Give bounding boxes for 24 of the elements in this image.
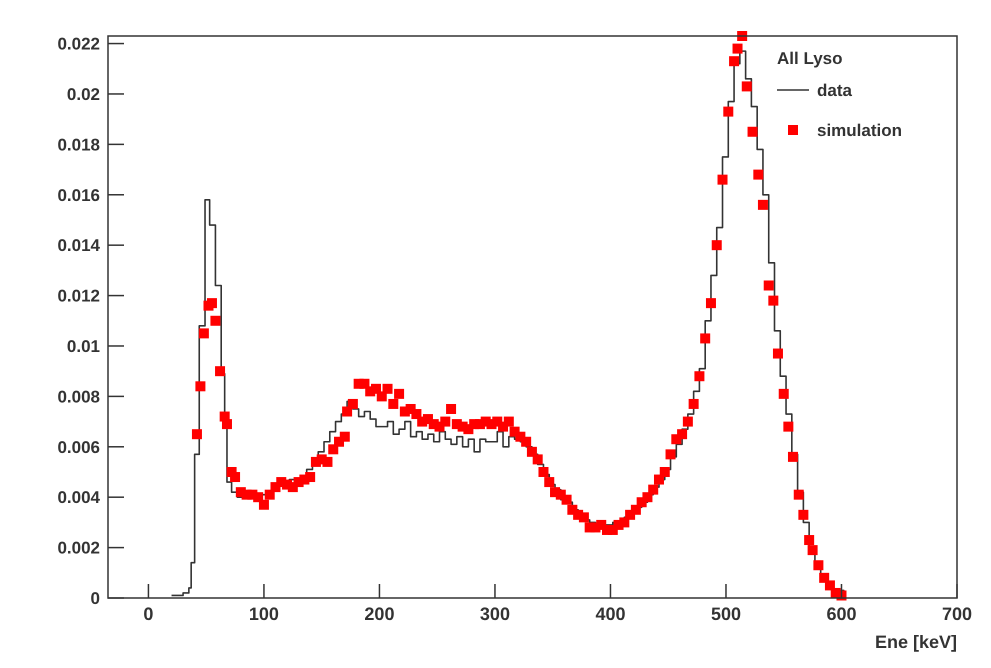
y-tick-label: 0.01: [66, 336, 100, 356]
y-tick-label: 0.014: [57, 236, 101, 256]
y-tick-label: 0.02: [66, 84, 100, 104]
y-tick-label: 0.018: [57, 135, 100, 154]
y-tick-label: 0.022: [57, 34, 100, 54]
y-tick-label: 0.006: [57, 438, 100, 457]
legend-label: data: [817, 81, 852, 100]
y-tick-label: 0: [90, 589, 100, 608]
x-tick-label: 400: [595, 604, 626, 624]
y-tick-label: 0.016: [57, 186, 100, 205]
x-tick-label: 0: [143, 604, 154, 624]
y-tick-label: 0.002: [57, 538, 100, 558]
x-tick-label: 300: [480, 604, 510, 624]
x-tick-label: 200: [364, 604, 394, 624]
x-tick-label: 600: [826, 604, 857, 624]
x-tick-label: 700: [942, 604, 972, 624]
y-tick-label: 0.004: [57, 488, 101, 508]
x-tick-label: 100: [248, 604, 279, 624]
x-tick-label: 500: [710, 604, 742, 624]
legend-title: All Lyso: [777, 49, 842, 68]
y-tick-label: 0.012: [57, 286, 100, 306]
legend-label: simulation: [817, 121, 902, 140]
x-axis-title: Ene [keV]: [874, 632, 957, 652]
y-tick-label: 0.008: [57, 387, 100, 406]
